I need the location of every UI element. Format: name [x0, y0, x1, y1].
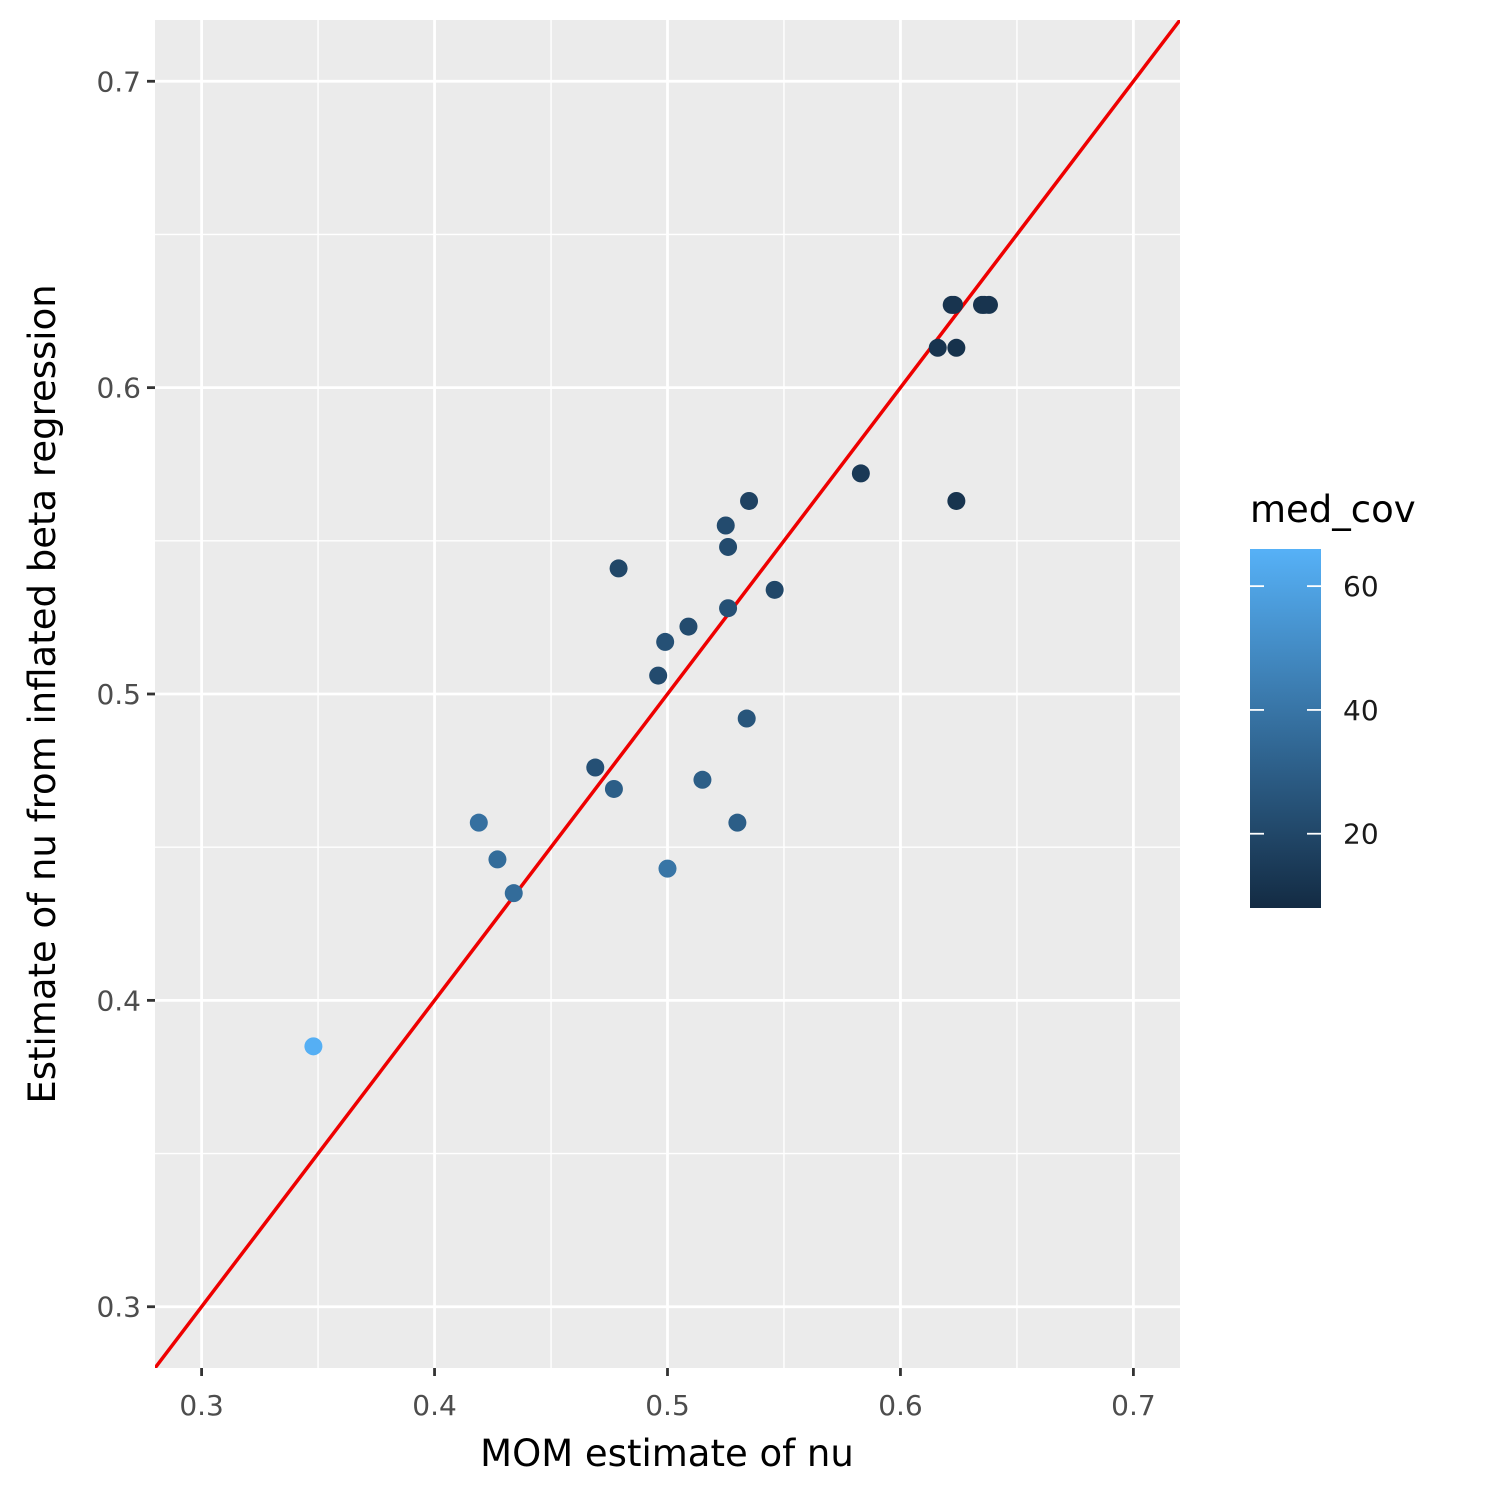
data-point — [693, 770, 712, 789]
data-point — [656, 632, 675, 651]
data-point — [740, 491, 759, 510]
data-point — [658, 859, 677, 878]
x-tick-label: 0.6 — [878, 1389, 923, 1422]
data-point — [947, 338, 966, 357]
data-point — [586, 758, 605, 777]
y-axis-title: Estimate of nu from inflated beta regres… — [21, 284, 64, 1103]
data-point — [737, 709, 756, 728]
data-point — [928, 338, 947, 357]
x-axis-title: MOM estimate of nu — [480, 1432, 854, 1475]
y-tick-label: 0.5 — [96, 678, 141, 711]
data-point — [719, 599, 738, 618]
x-tick-label: 0.4 — [412, 1389, 457, 1422]
legend-title: med_cov — [1250, 488, 1416, 531]
color-legend: med_cov 20 40 60 — [1250, 488, 1416, 908]
x-axis-ticks: 0.3 0.4 0.5 0.6 0.7 — [179, 1368, 1156, 1422]
legend-tick-label: 40 — [1343, 694, 1379, 727]
data-points — [304, 295, 998, 1056]
data-point — [469, 813, 488, 832]
data-point — [609, 559, 628, 578]
data-point — [604, 779, 623, 798]
data-point — [728, 813, 747, 832]
data-point — [679, 617, 698, 636]
legend-tick-label: 60 — [1343, 570, 1379, 603]
legend-colorbar — [1250, 549, 1321, 908]
data-point — [979, 295, 998, 314]
x-tick-label: 0.7 — [1111, 1389, 1156, 1422]
data-point — [488, 850, 507, 869]
data-point — [504, 884, 523, 903]
y-tick-label: 0.4 — [96, 984, 141, 1017]
data-point — [851, 464, 870, 483]
data-point — [719, 537, 738, 556]
data-point — [947, 491, 966, 510]
legend-tick-label: 20 — [1343, 818, 1379, 851]
x-tick-label: 0.3 — [179, 1389, 224, 1422]
y-axis-ticks: 0.3 0.4 0.5 0.6 0.7 — [96, 65, 155, 1324]
data-point — [649, 666, 668, 685]
y-tick-label: 0.7 — [96, 65, 141, 98]
y-tick-label: 0.6 — [96, 372, 141, 405]
x-tick-label: 0.5 — [645, 1389, 690, 1422]
data-point — [304, 1037, 323, 1056]
y-tick-label: 0.3 — [96, 1291, 141, 1324]
data-point — [765, 580, 784, 599]
data-point — [716, 516, 735, 535]
data-point — [945, 295, 964, 314]
reference-line — [155, 20, 1180, 1368]
